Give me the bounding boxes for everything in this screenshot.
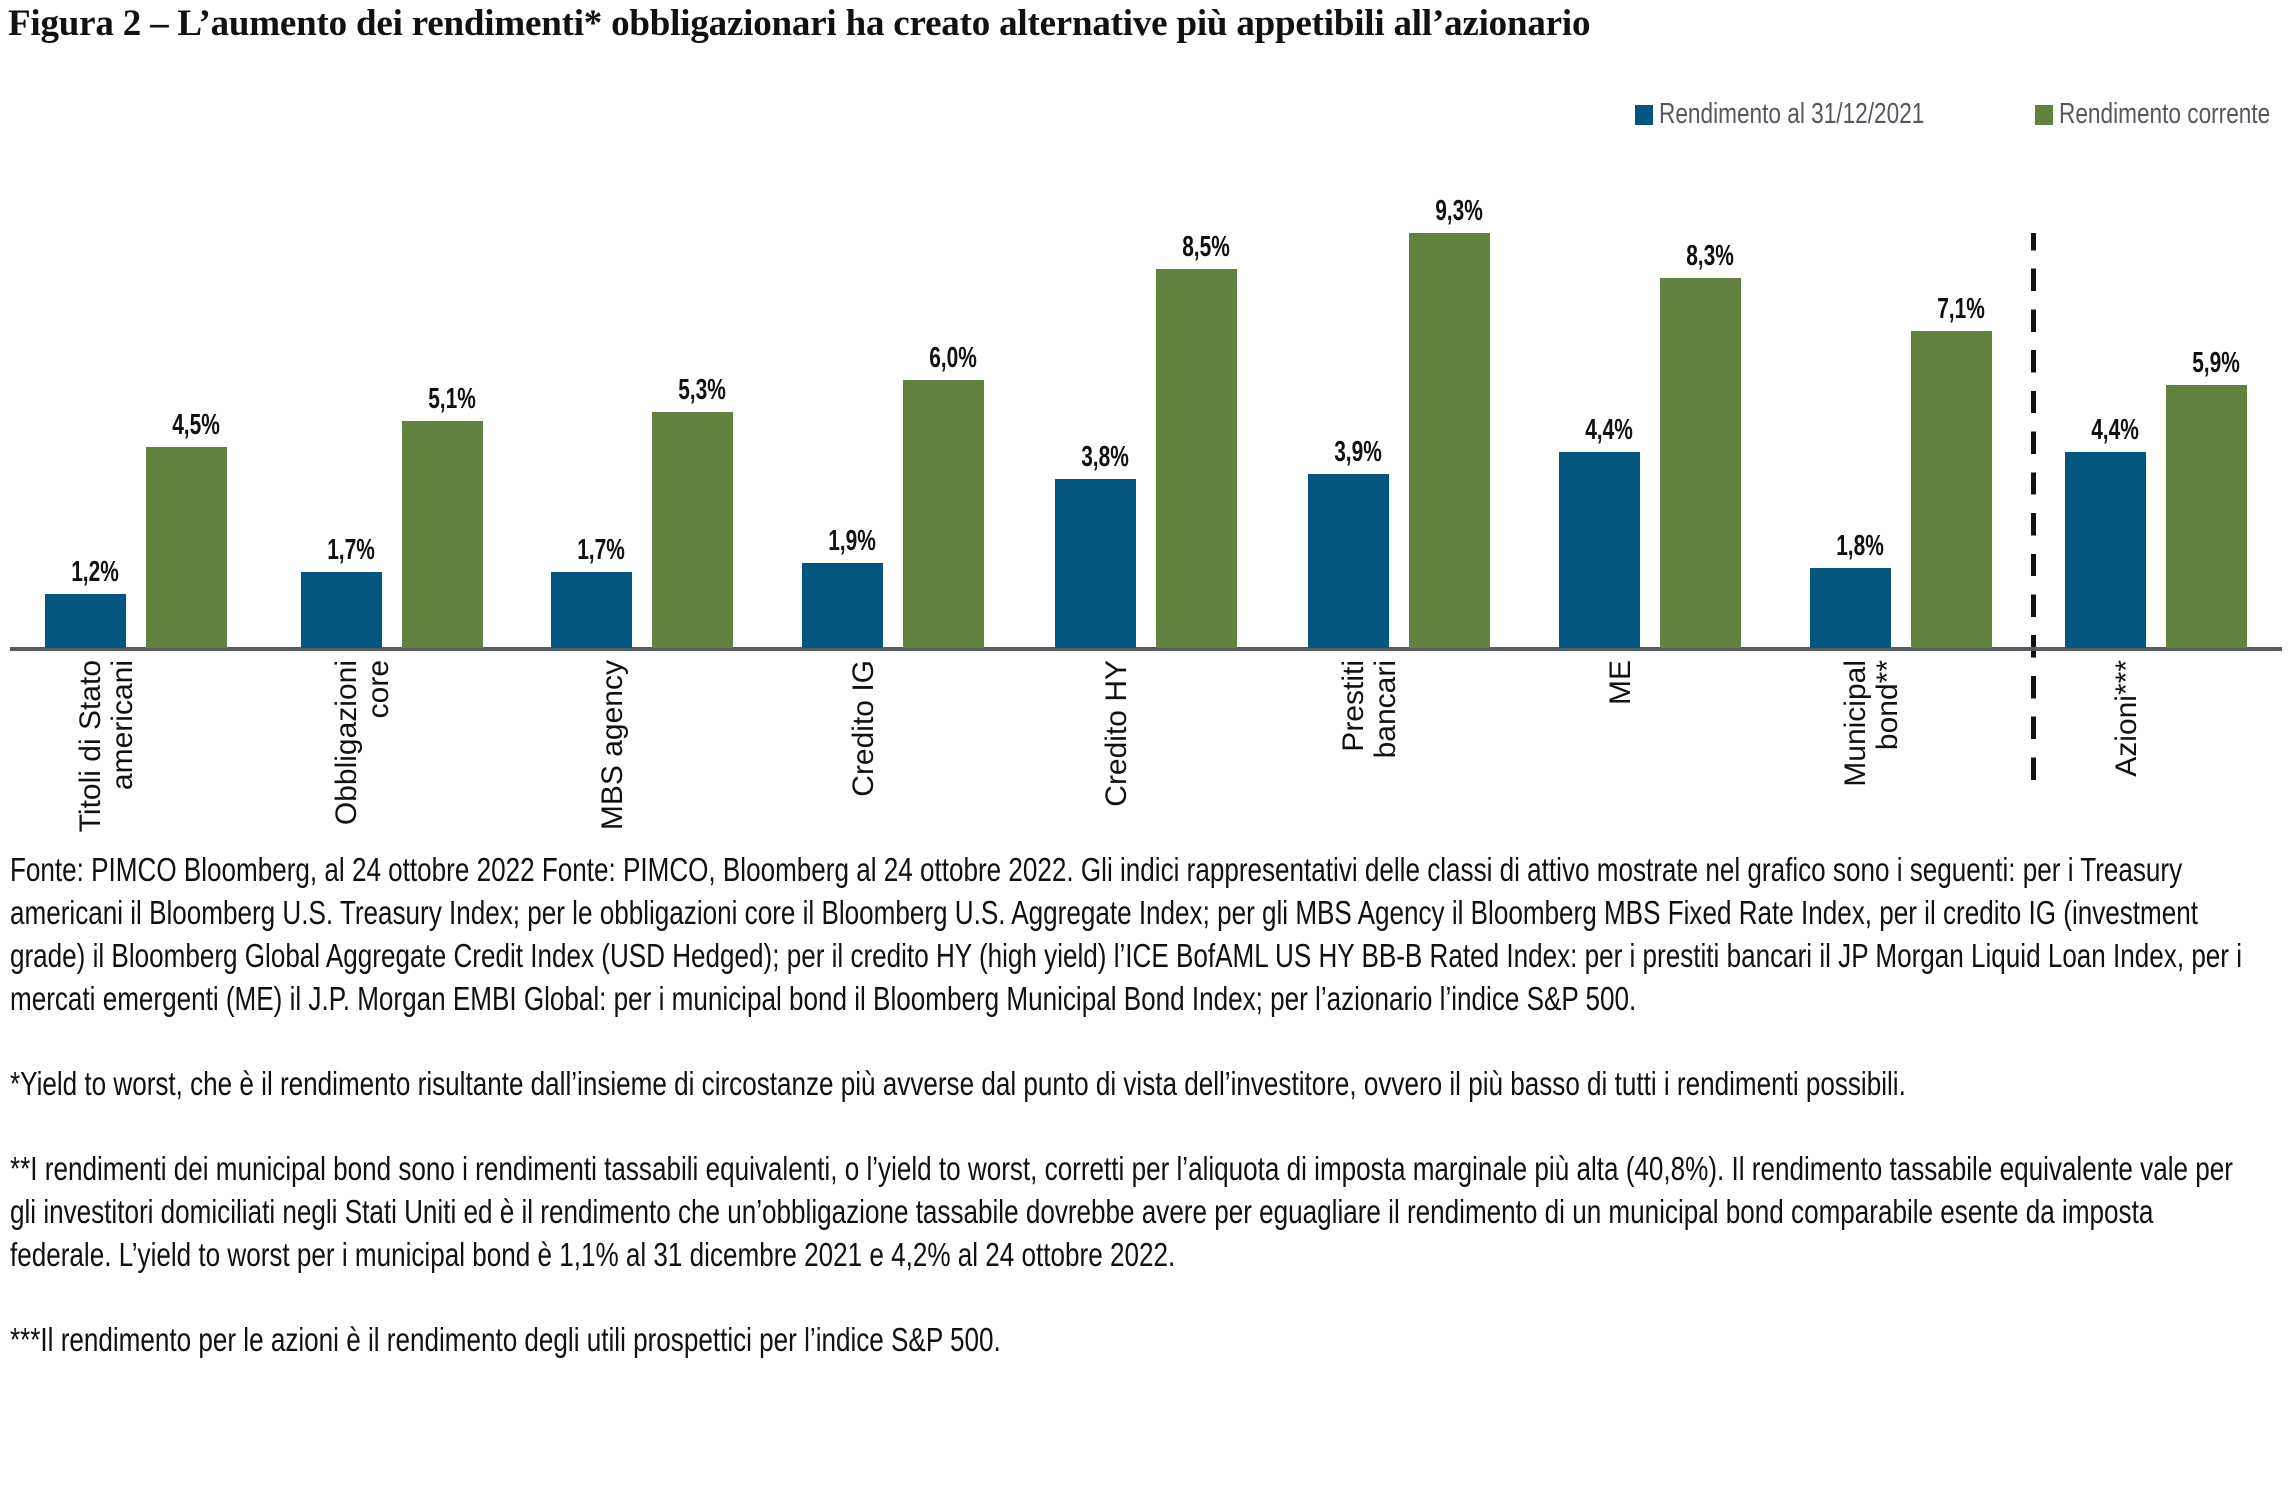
bar-current xyxy=(1660,277,1741,648)
category-label: Credito HY xyxy=(1100,660,1133,807)
bar-value-label: 4,4% xyxy=(1585,413,1633,446)
bar-value-label: 5,9% xyxy=(2192,346,2240,379)
footnote-2: **I rendimenti dei municipal bond sono i… xyxy=(10,1150,2233,1273)
bar-current xyxy=(903,380,984,648)
source-note: Fonte: PIMCO Bloomberg, al 24 ottobre 20… xyxy=(10,851,2243,1017)
bar-current xyxy=(402,420,483,648)
bar-value-label: 4,4% xyxy=(2091,413,2139,446)
bar-value-label: 1,9% xyxy=(828,525,876,558)
legend-item-2021: Rendimento al 31/12/2021 xyxy=(1634,98,1939,131)
chart-title: Figura 2 – L’aumento dei rendimenti* obb… xyxy=(8,3,1591,44)
bar-2021 xyxy=(551,572,632,648)
bar-2021 xyxy=(1308,474,1389,648)
bar-value-label: 5,3% xyxy=(678,373,726,406)
footnote-3: ***Il rendimento per le azioni è il rend… xyxy=(10,1321,1001,1358)
bar-value-label: 8,3% xyxy=(1686,239,1734,272)
legend-label: Rendimento al 31/12/2021 xyxy=(1658,98,1925,130)
bar-2021 xyxy=(45,594,126,648)
bar-value-label: 8,5% xyxy=(1182,230,1230,263)
category-label: Obbligazioni core xyxy=(330,660,395,826)
bar-2021 xyxy=(802,563,883,648)
bar-chart: 1,2% 4,5% Titoli di Stato americani 1,7% 5,1… xyxy=(10,195,2282,833)
category-label: Prestiti bancari xyxy=(1337,660,1402,759)
bar-value-label: 5,1% xyxy=(428,382,476,415)
bar-value-label: 3,9% xyxy=(1334,436,1382,469)
category-label: Credito IG xyxy=(847,660,880,797)
footnote-1: *Yield to worst, che è il rendimento ris… xyxy=(10,1065,1906,1102)
bar-value-label: 1,7% xyxy=(577,534,625,567)
bar-2021 xyxy=(1810,567,1891,648)
bar-current xyxy=(1156,268,1237,648)
bar-value-label: 3,8% xyxy=(1081,440,1129,473)
category-label: Municipal bond** xyxy=(1839,660,1904,787)
legend-item-current: Rendimento corrente xyxy=(2035,98,2270,131)
bar-value-label: 9,3% xyxy=(1435,195,1483,228)
category-label: ME xyxy=(1604,660,1637,705)
bar-value-label: 7,1% xyxy=(1937,293,1985,326)
category-label: MBS agency xyxy=(596,660,629,831)
bar-current xyxy=(2166,384,2247,648)
bar-value-label: 4,5% xyxy=(172,409,220,442)
bar-2021 xyxy=(1559,451,1640,648)
legend-label: Rendimento corrente xyxy=(2059,98,2271,130)
bar-current xyxy=(652,411,733,648)
category-label: Azioni*** xyxy=(2110,660,2143,777)
separator-dashed-line xyxy=(2031,233,2036,788)
legend-swatch-green xyxy=(2035,104,2054,125)
bar-current xyxy=(146,447,227,648)
bar-value-label: 1,2% xyxy=(71,556,119,589)
legend-swatch-blue xyxy=(1634,104,1653,125)
category-label: Titoli di Stato americani xyxy=(74,660,139,833)
bar-2021 xyxy=(1055,478,1136,648)
bar-value-label: 6,0% xyxy=(929,342,977,375)
bar-2021 xyxy=(2065,451,2146,648)
bar-2021 xyxy=(301,572,382,648)
bar-current xyxy=(1911,331,1992,648)
bar-value-label: 1,7% xyxy=(327,534,375,567)
footnotes: Fonte: PIMCO Bloomberg, al 24 ottobre 20… xyxy=(10,848,2280,1361)
legend: Rendimento al 31/12/2021 Rendimento corr… xyxy=(1634,98,2270,131)
bar-value-label: 1,8% xyxy=(1836,529,1884,562)
x-axis-line xyxy=(10,647,2282,651)
bar-current xyxy=(1409,233,1490,648)
